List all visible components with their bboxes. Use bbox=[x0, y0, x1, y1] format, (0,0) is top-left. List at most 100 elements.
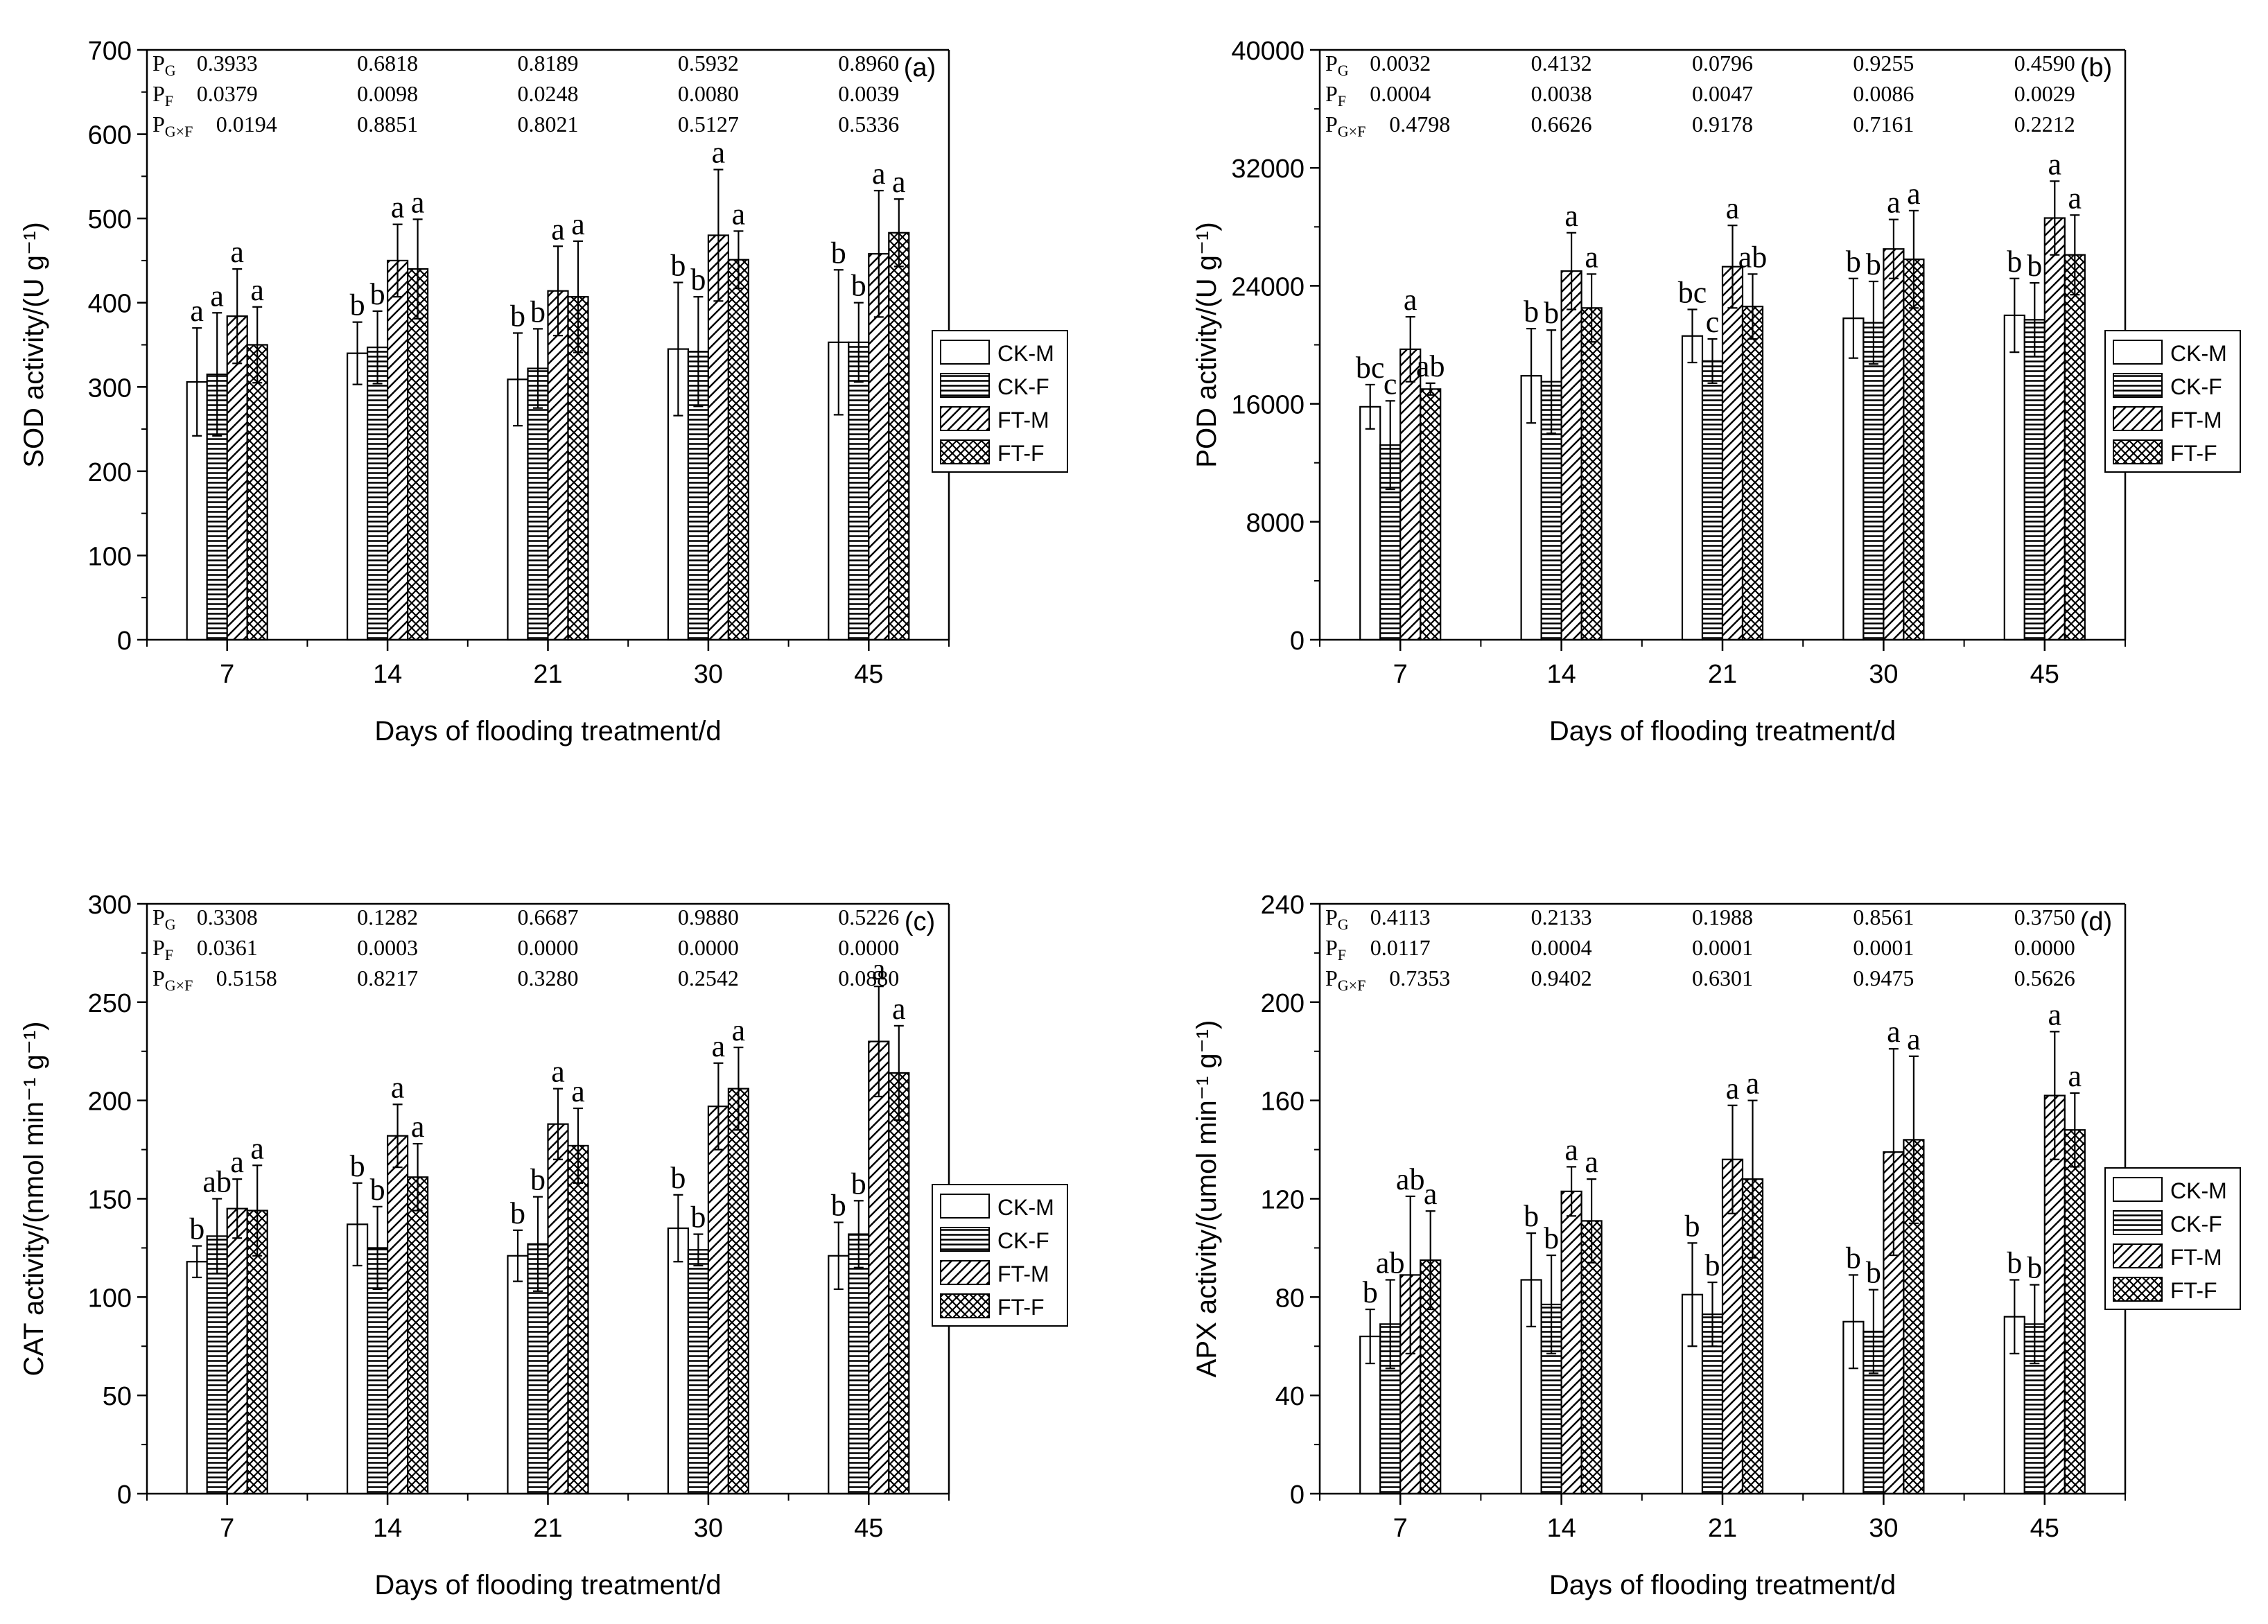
sig-letter-ft-f-day-45: a bbox=[2068, 181, 2082, 215]
legend-label-ft-f: FT-F bbox=[997, 441, 1045, 466]
bar-ft-f-day-7 bbox=[246, 1210, 268, 1495]
legend-swatch-ck-f bbox=[940, 1227, 990, 1252]
stat-value-p-gxf-day-14: 0.8851 bbox=[357, 112, 418, 137]
bar-ft-m-day-14 bbox=[386, 259, 409, 641]
sig-letter-ft-m-day-14: a bbox=[391, 191, 405, 225]
stat-value-p-f-day-7: 0.0004 bbox=[1370, 81, 1431, 106]
sig-letter-ck-f-day-45: b bbox=[2027, 249, 2042, 283]
stat-value-p-gxf-day-7: 0.5158 bbox=[216, 966, 277, 990]
bar-ck-m-day-45 bbox=[2003, 314, 2025, 641]
y-tick-label: 32000 bbox=[1231, 155, 1305, 184]
stat-value-p-gxf-day-21: 0.8021 bbox=[518, 112, 579, 137]
legend-label-ck-f: CK-F bbox=[2170, 374, 2222, 399]
sig-letter-ft-f-day-7: a bbox=[250, 1131, 264, 1165]
legend-swatch-ck-m bbox=[940, 340, 990, 365]
stat-value-p-f-day-45: 0.0029 bbox=[2014, 81, 2075, 106]
bar-ft-f-day-45 bbox=[888, 1072, 910, 1495]
bar-ck-f-day-45 bbox=[848, 1233, 870, 1495]
stat-value-p-f-day-21: 0.0000 bbox=[518, 935, 579, 960]
bar-ck-m-day-30 bbox=[1842, 317, 1865, 641]
bar-ft-m-day-21 bbox=[547, 290, 569, 641]
bar-ck-m-day-30 bbox=[667, 1227, 690, 1495]
stat-label-p-g: PG bbox=[1325, 51, 1349, 79]
legend-label-ft-f: FT-F bbox=[2170, 1278, 2217, 1303]
y-tick-label: 40 bbox=[1275, 1382, 1305, 1411]
stat-value-p-g-day-30: 0.5932 bbox=[678, 51, 739, 76]
sig-letter-ck-f-day-45: b bbox=[851, 269, 866, 303]
legend-label-ft-m: FT-M bbox=[997, 408, 1049, 433]
bar-ft-f-day-45 bbox=[888, 232, 910, 641]
x-tick-label-day-21: 21 bbox=[1708, 660, 1737, 689]
sig-letter-ft-f-day-45: a bbox=[2068, 1059, 2082, 1093]
legend-swatch-ft-m bbox=[940, 1260, 990, 1285]
stat-value-p-g-day-7: 0.3308 bbox=[197, 905, 258, 929]
sig-letter-ck-m-day-45: b bbox=[831, 1189, 846, 1223]
y-tick-label: 500 bbox=[88, 205, 132, 234]
sig-letter-ft-m-day-30: a bbox=[1887, 1015, 1901, 1049]
bar-ft-f-day-45 bbox=[2064, 1129, 2086, 1495]
y-tick-label: 240 bbox=[1261, 891, 1305, 920]
sig-letter-ft-f-day-21: a bbox=[1746, 1067, 1760, 1101]
bar-ck-m-day-21 bbox=[1681, 335, 1704, 641]
legend-label-ft-m: FT-M bbox=[2170, 408, 2222, 433]
stat-label-p-gxf: PG×F bbox=[152, 112, 193, 140]
sig-letter-ck-f-day-21: b bbox=[530, 1163, 546, 1197]
sig-letter-ck-m-day-21: b bbox=[510, 1196, 525, 1230]
sig-letter-ck-m-day-30: b bbox=[670, 249, 686, 283]
x-tick-label-day-30: 30 bbox=[1869, 1514, 1898, 1543]
legend: CK-M CK-F FT-M FT-F bbox=[932, 330, 1068, 473]
x-tick-label-day-45: 45 bbox=[2030, 660, 2059, 689]
sig-letter-ck-f-day-21: b bbox=[530, 295, 546, 329]
y-tick-label: 8000 bbox=[1246, 509, 1305, 538]
sig-letter-ck-m-day-45: b bbox=[2007, 245, 2022, 279]
y-tick-label: 300 bbox=[88, 374, 132, 403]
y-tick-label: 16000 bbox=[1231, 391, 1305, 420]
bar-ft-m-day-14 bbox=[1560, 1190, 1582, 1495]
stat-value-p-g-day-45: 0.5226 bbox=[838, 905, 899, 929]
y-tick-label: 24000 bbox=[1231, 272, 1305, 302]
bar-ft-m-day-14 bbox=[1560, 270, 1582, 641]
y-tick-label: 0 bbox=[117, 1481, 132, 1510]
sig-letter-ck-m-day-7: a bbox=[190, 294, 204, 328]
sig-letter-ft-m-day-30: a bbox=[1887, 186, 1901, 220]
bar-ft-m-day-7 bbox=[226, 315, 248, 641]
y-tick-label: 100 bbox=[88, 542, 132, 571]
y-tick-label: 120 bbox=[1261, 1186, 1305, 1215]
bar-ft-f-day-7 bbox=[1420, 388, 1442, 641]
stat-value-p-g-day-21: 0.8189 bbox=[518, 51, 579, 76]
legend-swatch-ck-m bbox=[2113, 340, 2163, 365]
stat-value-p-g-day-30: 0.9880 bbox=[678, 905, 739, 929]
stat-label-p-f: PF bbox=[1325, 81, 1346, 110]
legend-label-ft-f: FT-F bbox=[2170, 441, 2217, 466]
sig-letter-ft-f-day-30: a bbox=[1907, 1022, 1921, 1056]
legend-swatch-ck-m bbox=[940, 1194, 990, 1219]
sig-letter-ck-f-day-14: b bbox=[1544, 1221, 1559, 1255]
x-tick-label-day-45: 45 bbox=[2030, 1514, 2059, 1543]
legend-swatch-ck-f bbox=[940, 373, 990, 398]
y-tick-label: 80 bbox=[1275, 1284, 1305, 1313]
x-tick-label-day-7: 7 bbox=[220, 1514, 234, 1543]
legend-swatch-ck-f bbox=[2113, 373, 2163, 398]
stat-value-p-gxf-day-21: 0.3280 bbox=[518, 966, 579, 990]
stat-value-p-g-day-7: 0.4113 bbox=[1370, 905, 1431, 929]
stat-value-p-g-day-14: 0.2133 bbox=[1531, 905, 1592, 929]
stat-value-p-g-day-45: 0.3750 bbox=[2014, 905, 2075, 929]
legend-swatch-ck-f bbox=[2113, 1210, 2163, 1235]
sig-letter-ck-f-day-14: b bbox=[370, 1173, 385, 1207]
x-axis-title: Days of flooding treatment/d bbox=[1549, 1570, 1896, 1600]
bar-ck-m-day-14 bbox=[347, 352, 369, 641]
sig-letter-ft-f-day-14: a bbox=[411, 1110, 425, 1144]
bar-ck-m-day-7 bbox=[1359, 405, 1381, 641]
stat-value-p-f-day-45: 0.0000 bbox=[838, 935, 899, 960]
sig-letter-ck-f-day-30: b bbox=[1866, 247, 1881, 281]
sig-letter-ft-m-day-7: a bbox=[230, 1145, 244, 1179]
stat-value-p-f-day-30: 0.0080 bbox=[678, 81, 739, 106]
legend-label-ck-m: CK-M bbox=[2170, 1178, 2227, 1203]
y-tick-label: 0 bbox=[1290, 1481, 1305, 1510]
y-tick-label: 300 bbox=[88, 891, 132, 920]
y-tick-label: 400 bbox=[88, 290, 132, 319]
stat-value-p-f-day-7: 0.0117 bbox=[1370, 935, 1431, 960]
sig-letter-ck-m-day-7: bc bbox=[1356, 351, 1385, 385]
stat-value-p-f-day-45: 0.0039 bbox=[838, 81, 899, 106]
